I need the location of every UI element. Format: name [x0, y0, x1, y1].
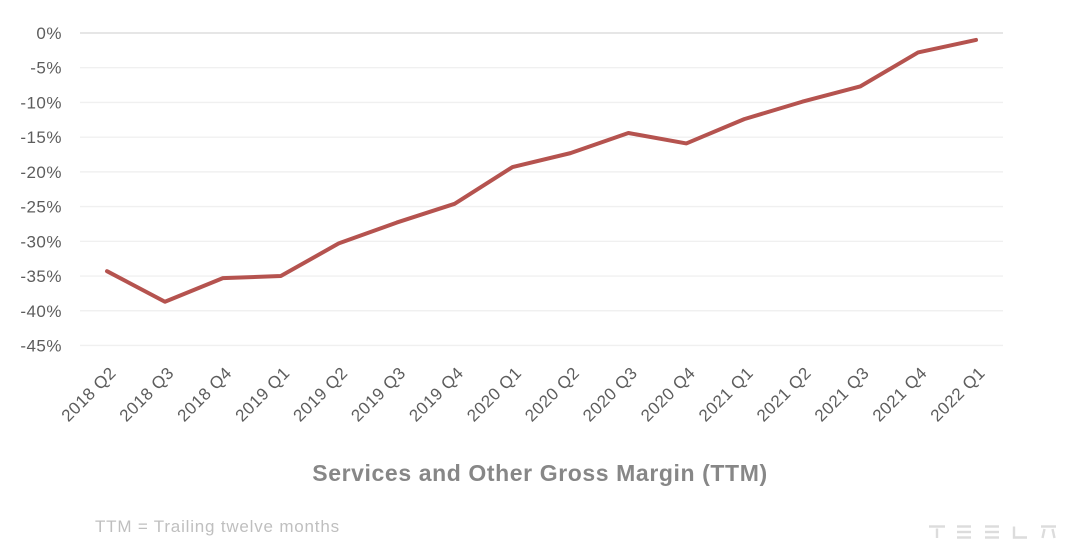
x-tick-label: 2020 Q2	[521, 363, 583, 425]
y-tick-label: -35%	[20, 267, 62, 286]
x-tick-label: 2020 Q1	[463, 363, 525, 425]
x-tick-label: 2021 Q3	[811, 363, 873, 425]
tesla-logo-letter-t	[929, 525, 945, 538]
x-tick-label: 2018 Q3	[116, 363, 178, 425]
y-tick-label: -25%	[20, 198, 62, 217]
x-tick-label: 2018 Q2	[58, 363, 120, 425]
tesla-logo-letter-l	[1012, 526, 1027, 539]
y-tick-label: 0%	[36, 24, 62, 43]
tesla-logo-letter-a	[1041, 525, 1056, 539]
x-tick-label: 2020 Q3	[579, 363, 641, 425]
x-tick-label: 2019 Q3	[347, 363, 409, 425]
y-tick-label: -45%	[20, 336, 62, 355]
x-tick-label: 2022 Q1	[927, 363, 989, 425]
chart-title: Services and Other Gross Margin (TTM)	[312, 460, 768, 486]
chart-footnote: TTM = Trailing twelve months	[95, 517, 340, 536]
margin-trend-line	[105, 37, 978, 304]
x-tick-label: 2019 Q1	[232, 363, 294, 425]
y-tick-label: -20%	[20, 163, 62, 182]
x-tick-label: 2019 Q4	[405, 363, 467, 425]
tesla-logo	[929, 525, 1056, 539]
x-tick-label: 2021 Q4	[869, 363, 931, 425]
line-chart: 0% -5% -10% -15% -20% -25% -30% -35% -40% -45% 201…	[20, 24, 1003, 425]
tesla-logo-letter-e	[957, 525, 971, 539]
y-tick-label: -40%	[20, 302, 62, 321]
y-tick-label: -5%	[30, 59, 62, 78]
x-tick-label: 2020 Q4	[637, 363, 699, 425]
y-tick-label: -30%	[20, 232, 62, 251]
tesla-logo-letter-s	[985, 525, 999, 539]
x-tick-label: 2019 Q2	[290, 363, 352, 425]
x-tick-label: 2021 Q2	[753, 363, 815, 425]
y-tick-label: -15%	[20, 128, 62, 147]
x-tick-label: 2021 Q1	[695, 363, 757, 425]
x-tick-label: 2018 Q4	[174, 363, 236, 425]
y-tick-label: -10%	[20, 93, 62, 112]
